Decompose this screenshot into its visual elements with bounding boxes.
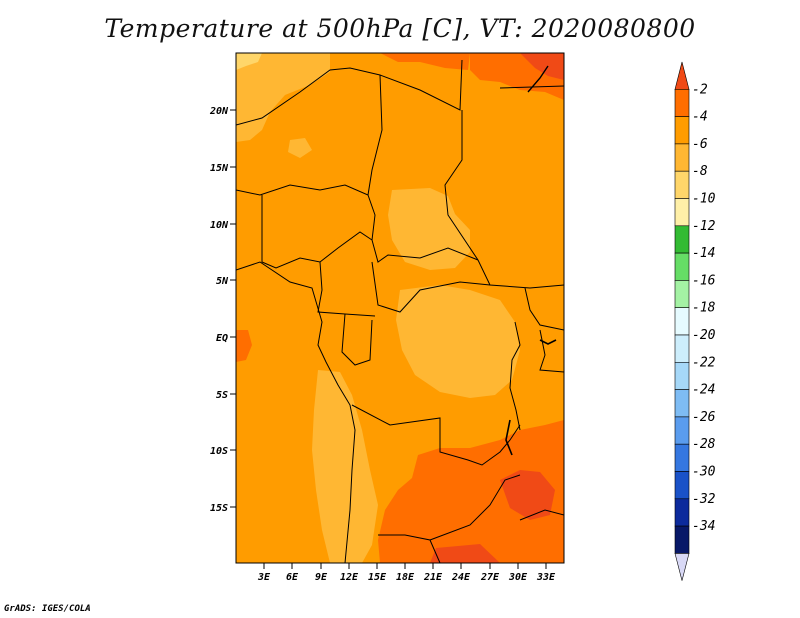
lon-tick-label: 3E (257, 572, 271, 583)
colorbar-swatch (674, 498, 690, 527)
warmest-patch-northeast (520, 53, 564, 80)
lon-tick-label: 18E (396, 572, 415, 583)
border-namibia (378, 534, 441, 563)
colorbar-swatch (674, 361, 690, 390)
colorbar-top-arrow (674, 61, 690, 90)
border-east-lakes (509, 321, 521, 431)
colorbar-level-label: -8 (692, 164, 708, 179)
colorbar-swatch (674, 525, 690, 554)
border-nigeria (261, 195, 373, 269)
warm-light-region-nw (236, 53, 330, 142)
colorbar-swatch (674, 225, 690, 254)
light-patch (288, 138, 312, 158)
colorbar-level-label: -24 (692, 383, 715, 398)
temperature-field (236, 53, 564, 563)
colorbar-level-label: -18 (692, 301, 716, 316)
lake-tanganyika (505, 419, 513, 456)
longitude-axis: 3E 6E 9E 12E 15E 18E 21E 24E 27E 30E 33E (257, 563, 556, 583)
coastline-west (236, 261, 356, 563)
border-niger-chad (367, 74, 383, 196)
country-borders (236, 59, 564, 563)
border-mozambique (519, 509, 564, 521)
border-cameroon (317, 261, 376, 317)
colorbar-swatch (674, 116, 690, 145)
colorbar-level-label: -30 (692, 465, 716, 480)
colorbar-level-label: -28 (692, 437, 716, 452)
colorbar-level-label: -34 (692, 519, 715, 534)
colorbar-swatch (674, 170, 690, 199)
colorbar-level-label: -26 (692, 410, 716, 425)
colorbar-level-label: -6 (692, 137, 708, 152)
light-band-southwest (312, 370, 378, 563)
lat-tick-label: 15S (210, 503, 228, 514)
lon-tick-label: 33E (536, 572, 556, 583)
lon-tick-label: 15E (368, 572, 387, 583)
grads-credit: GrADS: IGES/COLA (4, 604, 91, 614)
lat-tick-label: 20N (209, 106, 229, 117)
colorbar-level-label: -2 (692, 82, 708, 97)
colorbar-level-label: -32 (692, 492, 716, 507)
lon-tick-label: 12E (340, 572, 359, 583)
border-gabon-congo (341, 313, 373, 366)
border-sahara (236, 59, 463, 126)
colorbar-swatch (674, 471, 690, 500)
warmest-patch-southeast (500, 470, 555, 520)
coastline-red-sea (527, 65, 549, 93)
colorbar-level-label: -16 (692, 273, 716, 288)
border-car-south (371, 261, 491, 313)
colorbar-swatch (674, 307, 690, 336)
colorbar-swatch (674, 334, 690, 363)
lon-tick-label: 27E (480, 572, 500, 583)
colorbar-level-label: -14 (692, 246, 715, 261)
colorbar-level-label: -4 (692, 110, 708, 125)
map-frame (235, 52, 565, 564)
border-south-sudan (524, 287, 564, 331)
colorbar-swatch (674, 143, 690, 172)
border-angola-drc (351, 404, 521, 466)
lon-tick-label: 30E (508, 572, 528, 583)
warm-patch-west-coast (236, 330, 252, 362)
colorbar-level-label: -12 (692, 219, 716, 234)
warm-strip-north (380, 53, 470, 70)
warmest-patch-south (430, 544, 500, 563)
lat-tick-label: 10N (210, 220, 229, 231)
lon-tick-label: 21E (423, 572, 443, 583)
colorbar-level-label: -22 (692, 355, 716, 370)
lat-tick-label: 5N (216, 276, 229, 287)
border-uganda-kenya (539, 329, 564, 373)
lat-tick-label: 10S (210, 446, 228, 457)
light-region-congo-basin (396, 285, 520, 398)
lat-tick-label: 15N (210, 163, 229, 174)
latitude-axis: 20N 15N 10N 5N EQ 5S 10S 15S (209, 106, 236, 514)
colorbar-swatch (674, 416, 690, 445)
light-band-central-north (388, 188, 470, 270)
lat-tick-label: 5S (216, 390, 228, 401)
warm-region-southeast (378, 420, 564, 563)
pale-patch-nw (236, 53, 262, 70)
lake-victoria (539, 339, 557, 345)
colorbar-swatch (674, 198, 690, 227)
colorbar-legend: -2 -4 -6 -8 -10 -12 -14 -16 -18 -20 -22 -24 -26 -28 -3… (674, 61, 716, 581)
colorbar-bottom-arrow (674, 553, 690, 581)
colorbar-swatch (674, 280, 690, 308)
lon-tick-label: 9E (315, 572, 328, 583)
lat-tick-label: EQ (216, 333, 228, 344)
colorbar-swatch (674, 89, 690, 117)
colorbar-level-label: -20 (692, 328, 716, 343)
border-sahel (236, 184, 376, 241)
colorbar-swatch (674, 389, 690, 418)
colorbar-level-label: -10 (692, 192, 716, 207)
lon-tick-label: 6E (286, 572, 299, 583)
chart-title: Temperature at 500hPa [C], VT: 202008080… (104, 14, 696, 43)
colorbar-swatch (674, 252, 690, 281)
border-car-north (371, 239, 479, 263)
border-zambia (429, 474, 521, 541)
colorbar-swatch (674, 443, 690, 472)
border-chad-sudan (444, 110, 564, 289)
lon-tick-label: 24E (451, 572, 471, 583)
